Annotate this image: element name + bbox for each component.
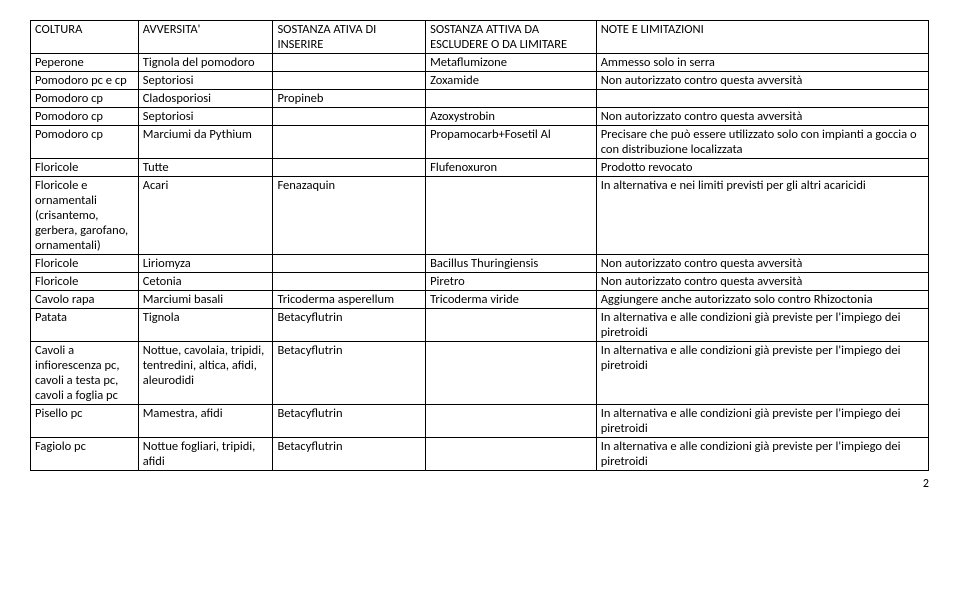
- table-cell: Pomodoro cp: [31, 126, 139, 159]
- table-cell: [426, 342, 597, 405]
- table-row: Cavoli a infiorescenza pc, cavoli a test…: [31, 342, 929, 405]
- table-body: PeperoneTignola del pomodoro Metaflumizon…: [31, 54, 929, 471]
- table-cell: [273, 54, 426, 72]
- table-cell: Mamestra, afidi: [138, 405, 273, 438]
- table-cell: [273, 159, 426, 177]
- table-cell: In alternativa e alle condizioni già pre…: [596, 309, 928, 342]
- table-cell: Ammesso solo in serra: [596, 54, 928, 72]
- table-cell: Non autorizzato contro questa avversità: [596, 273, 928, 291]
- table-cell: Floricole: [31, 255, 139, 273]
- table-cell: [273, 126, 426, 159]
- table-row: Pomodoro cpMarciumi da Pythium Propamocar…: [31, 126, 929, 159]
- table-cell: Prodotto revocato: [596, 159, 928, 177]
- table-cell: Piretro: [426, 273, 597, 291]
- table-cell: In alternativa e alle condizioni già pre…: [596, 405, 928, 438]
- header-note: NOTE E LIMITAZIONI: [596, 21, 928, 54]
- table-cell: Zoxamide: [426, 72, 597, 90]
- table-cell: [273, 108, 426, 126]
- table-row: FloricoleTutte FlufenoxuronProdotto revoc…: [31, 159, 929, 177]
- table-cell: Pomodoro cp: [31, 90, 139, 108]
- table-cell: Fenazaquin: [273, 177, 426, 255]
- table-cell: Peperone: [31, 54, 139, 72]
- table-cell: [273, 72, 426, 90]
- table-cell: Pomodoro cp: [31, 108, 139, 126]
- table-cell: Propamocarb+Fosetil Al: [426, 126, 597, 159]
- table-row: Pisello pcMamestra, afidiBetacyflutrin In…: [31, 405, 929, 438]
- table-cell: Nottue fogliari, tripidi, afidi: [138, 438, 273, 471]
- table-row: Pomodoro pc e cpSeptoriosi ZoxamideNon au…: [31, 72, 929, 90]
- table-cell: Flufenoxuron: [426, 159, 597, 177]
- table-cell: [273, 273, 426, 291]
- table-cell: Precisare che può essere utilizzato solo…: [596, 126, 928, 159]
- table-cell: [426, 405, 597, 438]
- table-cell: [426, 90, 597, 108]
- table-cell: Marciumi da Pythium: [138, 126, 273, 159]
- table-cell: Aggiungere anche autorizzato solo contro…: [596, 291, 928, 309]
- table-cell: Patata: [31, 309, 139, 342]
- table-cell: Pomodoro pc e cp: [31, 72, 139, 90]
- header-sostanza-inserire: SOSTANZA ATIVA DI INSERIRE: [273, 21, 426, 54]
- table-cell: Liriomyza: [138, 255, 273, 273]
- table-cell: Non autorizzato contro questa avversità: [596, 108, 928, 126]
- table-row: Fagiolo pcNottue fogliari, tripidi, afid…: [31, 438, 929, 471]
- table-cell: Betacyflutrin: [273, 405, 426, 438]
- table-cell: Bacillus Thuringiensis: [426, 255, 597, 273]
- table-row: Pomodoro cpSeptoriosi AzoxystrobinNon aut…: [31, 108, 929, 126]
- table-row: Cavolo rapaMarciumi basaliTricoderma asp…: [31, 291, 929, 309]
- table-cell: [273, 255, 426, 273]
- table-cell: Tignola: [138, 309, 273, 342]
- table-cell: [426, 309, 597, 342]
- table-cell: Tignola del pomodoro: [138, 54, 273, 72]
- table-cell: Floricole: [31, 159, 139, 177]
- table-cell: [596, 90, 928, 108]
- table-cell: Betacyflutrin: [273, 438, 426, 471]
- table-cell: In alternativa e alle condizioni già pre…: [596, 342, 928, 405]
- table-cell: Non autorizzato contro questa avversità: [596, 72, 928, 90]
- table-row: Floricole e ornamentali (crisantemo, ger…: [31, 177, 929, 255]
- table-cell: Azoxystrobin: [426, 108, 597, 126]
- table-cell: Betacyflutrin: [273, 342, 426, 405]
- table-row: Pomodoro cpCladosporiosiPropineb: [31, 90, 929, 108]
- header-avversita: AVVERSITA': [138, 21, 273, 54]
- header-coltura: COLTURA: [31, 21, 139, 54]
- page-number: 2: [30, 477, 929, 491]
- table-cell: [426, 438, 597, 471]
- table-cell: Septoriosi: [138, 72, 273, 90]
- table-cell: Cetonia: [138, 273, 273, 291]
- table-cell: Tricoderma viride: [426, 291, 597, 309]
- table-row: PeperoneTignola del pomodoro Metaflumizon…: [31, 54, 929, 72]
- table-cell: [426, 177, 597, 255]
- table-cell: Marciumi basali: [138, 291, 273, 309]
- table-cell: Cladosporiosi: [138, 90, 273, 108]
- table-cell: Pisello pc: [31, 405, 139, 438]
- table-row: PatataTignolaBetacyflutrin In alternativa…: [31, 309, 929, 342]
- table-cell: Metaflumizone: [426, 54, 597, 72]
- table-row: FloricoleLiriomyza Bacillus Thuringiensis…: [31, 255, 929, 273]
- data-table: COLTURA AVVERSITA' SOSTANZA ATIVA DI INS…: [30, 20, 929, 471]
- table-cell: Acari: [138, 177, 273, 255]
- table-cell: Floricole: [31, 273, 139, 291]
- table-cell: Betacyflutrin: [273, 309, 426, 342]
- table-cell: In alternativa e alle condizioni già pre…: [596, 438, 928, 471]
- table-row: FloricoleCetonia PiretroNon autorizzato c…: [31, 273, 929, 291]
- table-cell: Septoriosi: [138, 108, 273, 126]
- table-head: COLTURA AVVERSITA' SOSTANZA ATIVA DI INS…: [31, 21, 929, 54]
- table-cell: In alternativa e nei limiti previsti per…: [596, 177, 928, 255]
- table-cell: Non autorizzato contro questa avversità: [596, 255, 928, 273]
- table-cell: Cavolo rapa: [31, 291, 139, 309]
- table-cell: Nottue, cavolaia, tripidi, tentredini, a…: [138, 342, 273, 405]
- header-row: COLTURA AVVERSITA' SOSTANZA ATIVA DI INS…: [31, 21, 929, 54]
- table-cell: Tutte: [138, 159, 273, 177]
- table-cell: Tricoderma asperellum: [273, 291, 426, 309]
- table-cell: Propineb: [273, 90, 426, 108]
- table-cell: Fagiolo pc: [31, 438, 139, 471]
- table-cell: Floricole e ornamentali (crisantemo, ger…: [31, 177, 139, 255]
- table-cell: Cavoli a infiorescenza pc, cavoli a test…: [31, 342, 139, 405]
- header-sostanza-escludere: SOSTANZA ATTIVA DA ESCLUDERE O DA LIMITA…: [426, 21, 597, 54]
